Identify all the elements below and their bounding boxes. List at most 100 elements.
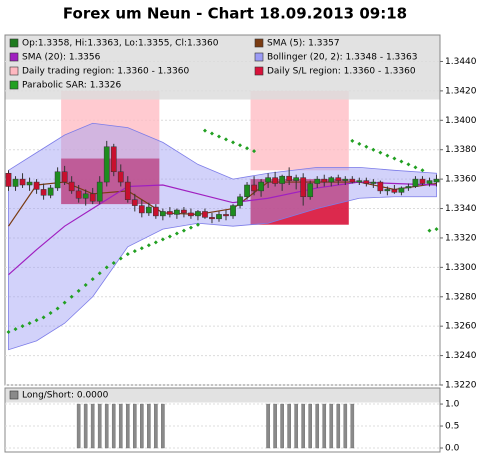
- candle-body: [12, 178, 19, 187]
- sar-dot: [385, 153, 390, 158]
- y-tick-label: 1.0: [445, 400, 460, 410]
- sar-dot: [378, 150, 383, 155]
- y-tick-label: 1.3300: [445, 263, 477, 273]
- sar-dot: [27, 321, 32, 326]
- candle-body: [321, 178, 328, 183]
- candle-body: [335, 177, 342, 181]
- bar: [336, 403, 341, 449]
- sar-dot: [13, 327, 18, 332]
- candle-body: [202, 211, 208, 218]
- candle-body: [356, 180, 363, 183]
- y-tick-label: 1.3380: [445, 145, 477, 155]
- sar-dot: [371, 147, 376, 152]
- candle-body: [370, 181, 377, 184]
- sar-dot: [399, 159, 404, 164]
- sar-dot: [188, 225, 193, 230]
- y-tick-label: 1.3340: [445, 204, 477, 214]
- candle-body: [433, 178, 440, 183]
- candle-body: [181, 209, 187, 214]
- bar: [301, 403, 305, 449]
- candle-body: [110, 146, 117, 173]
- bar: [147, 403, 151, 449]
- y-tick-label: 1.3240: [445, 351, 477, 361]
- candle-body: [54, 171, 61, 189]
- candle-body: [131, 199, 138, 206]
- bar: [76, 403, 81, 449]
- candle-body: [216, 214, 222, 220]
- bar: [132, 403, 137, 449]
- candle-body: [223, 214, 229, 217]
- sar-dot: [195, 222, 200, 227]
- bar: [154, 403, 158, 449]
- sar-dot: [350, 138, 355, 143]
- sar-dot: [139, 246, 144, 251]
- bar: [329, 403, 334, 449]
- bar: [104, 403, 109, 449]
- y-tick-label: 1.3420: [445, 86, 477, 96]
- bar: [125, 403, 130, 449]
- y-tick-label: 1.3360: [445, 175, 477, 185]
- bar: [140, 403, 144, 449]
- sar-dot: [146, 243, 151, 248]
- legend-swatch: [254, 66, 264, 76]
- sar-dot: [34, 318, 39, 323]
- sar-dot: [76, 288, 81, 293]
- sar-dot: [245, 146, 250, 151]
- legend-label: Daily S/L region: 1.3360 - 1.3360: [267, 67, 416, 77]
- bar: [343, 403, 348, 449]
- y-tick-label: 1.3320: [445, 233, 477, 243]
- region: [250, 90, 349, 171]
- y-tick-label: 1.3280: [445, 292, 477, 302]
- candle-body: [117, 171, 124, 183]
- y-tick-label: 0.0: [445, 444, 460, 454]
- region: [250, 179, 349, 225]
- legend-label: Parabolic SAR: 1.3326: [22, 81, 121, 91]
- bar: [97, 403, 102, 449]
- candle-body: [314, 178, 321, 184]
- candle-body: [412, 178, 419, 187]
- bar: [322, 403, 327, 449]
- bar: [350, 403, 355, 449]
- candle-body: [230, 205, 236, 217]
- legend-swatch: [9, 80, 19, 90]
- sar-dot: [41, 315, 46, 320]
- legend-swatch: [9, 52, 19, 62]
- candle-body: [167, 211, 173, 215]
- bar: [266, 403, 270, 449]
- candle-body: [138, 205, 145, 214]
- legend-box: [5, 35, 440, 100]
- candle-body: [33, 181, 40, 190]
- candle-body: [26, 181, 33, 186]
- sar-dot: [427, 228, 432, 233]
- sar-dot: [48, 310, 53, 315]
- sar-dot: [55, 306, 60, 311]
- candle-body: [426, 180, 433, 184]
- legend-label: Daily trading region: 1.3360 - 1.3360: [22, 67, 189, 77]
- bar: [118, 403, 123, 449]
- candle-body: [384, 189, 391, 192]
- sar-dot: [413, 165, 418, 170]
- sar-dot: [83, 283, 88, 287]
- candle-body: [342, 178, 349, 181]
- sar-dot: [224, 137, 229, 142]
- candle-body: [293, 177, 300, 181]
- sar-dot: [181, 228, 186, 233]
- y-tick-label: 0.5: [445, 422, 459, 432]
- candle-body: [419, 178, 426, 184]
- candle-body: [237, 196, 243, 206]
- sar-dot: [160, 237, 165, 242]
- candle-body: [209, 217, 215, 220]
- candle-body: [398, 187, 405, 193]
- bar: [90, 403, 95, 449]
- candle-body: [188, 212, 194, 217]
- sar-dot: [174, 231, 179, 236]
- sar-dot: [364, 144, 369, 149]
- y-tick-label: 1.3400: [445, 116, 477, 126]
- candle-body: [103, 146, 110, 183]
- sar-dot: [392, 156, 397, 161]
- region: [61, 90, 160, 159]
- candle-body: [145, 206, 152, 214]
- candle-body: [195, 211, 201, 217]
- bar: [83, 403, 88, 449]
